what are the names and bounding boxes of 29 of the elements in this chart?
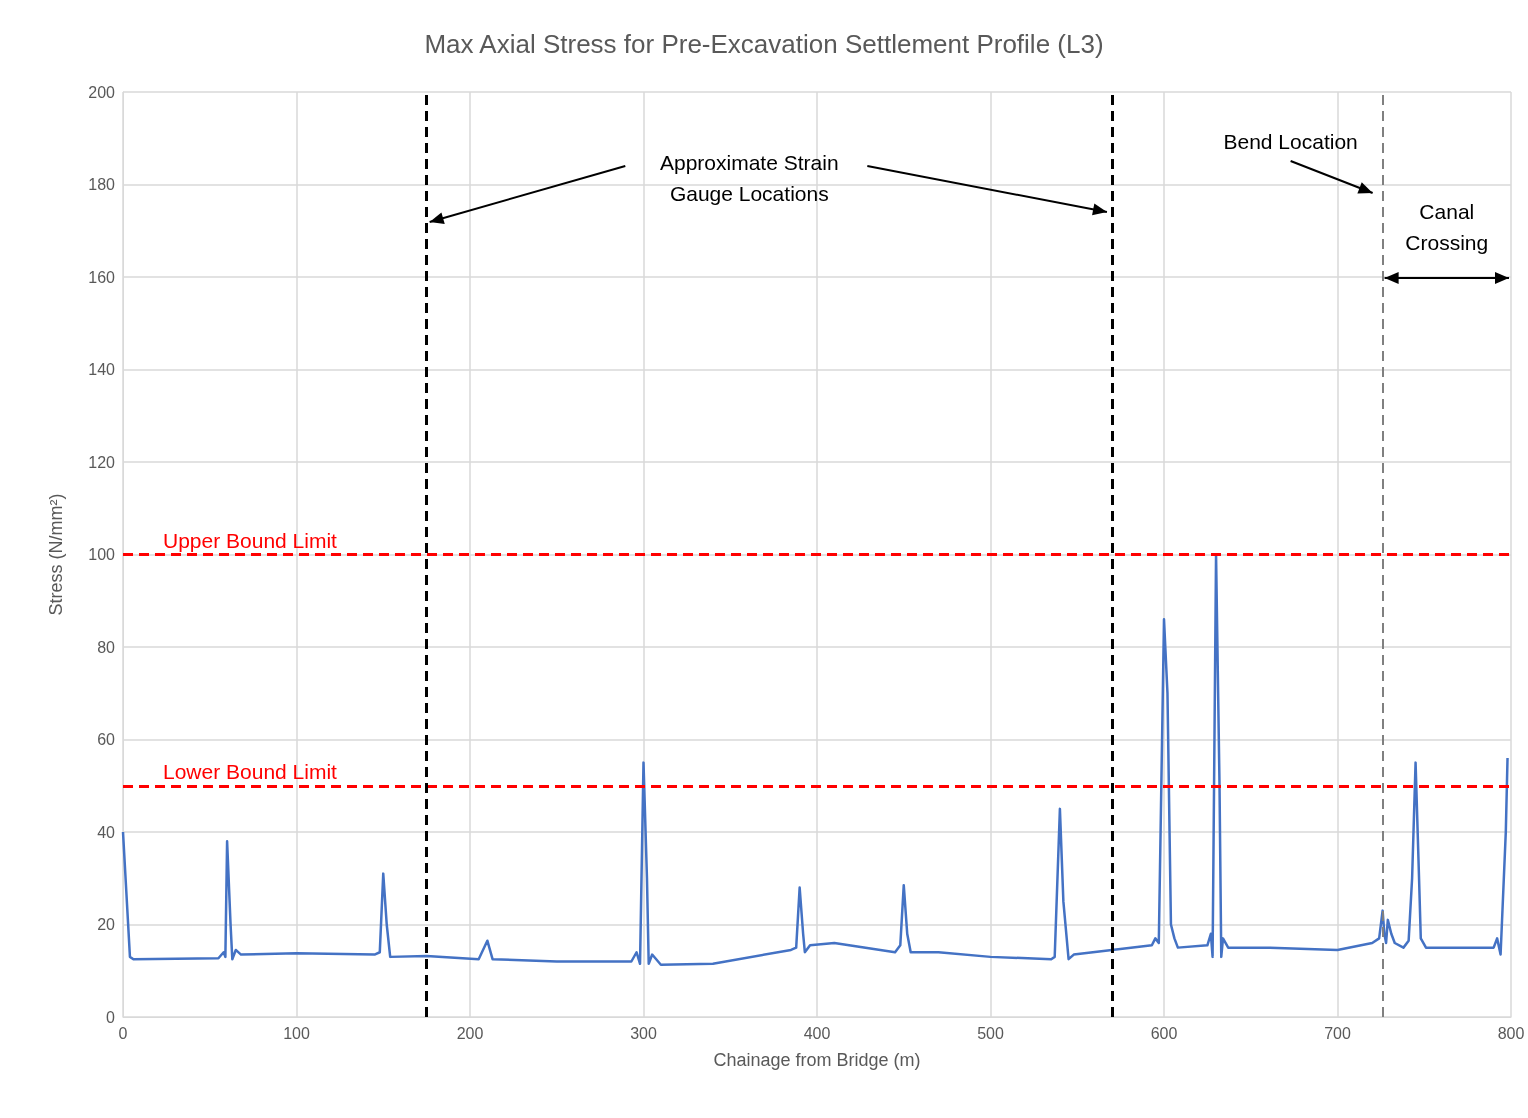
y-tick-label: 0 [106,1008,116,1026]
ref-line-label: Upper Bound Limit [163,528,338,552]
chart-title: Max Axial Stress for Pre-Excavation Settlement Profile (L3) [424,29,1104,59]
y-tick-label: 60 [97,731,116,748]
x-tick-label: 700 [1324,1024,1351,1042]
x-tick-label: 800 [1497,1024,1525,1042]
y-tick-label: 100 [88,546,116,563]
x-tick-label: 400 [803,1024,831,1042]
y-tick-label: 140 [88,361,116,378]
y-tick-label: 120 [88,453,116,471]
y-tick-label: 20 [97,916,116,933]
annotation: Approximate Strain Gauge Locations [659,151,839,205]
y-tick-label: 160 [88,268,116,286]
ref-line-label: Lower Bound Limit [163,759,338,783]
y-tick-label: 180 [88,176,116,193]
y-tick-label: 40 [97,823,116,841]
y-axis-title: Stress (N/mm²) [46,493,66,616]
x-tick-label: 100 [283,1024,310,1042]
x-tick-label: 300 [630,1024,657,1042]
y-tick-label: 200 [88,83,116,101]
annotation: Canal Crossing [1405,200,1489,254]
x-tick-label: 200 [456,1024,484,1042]
x-tick-label: 0 [118,1024,128,1042]
line-series [121,553,1509,966]
y-tick-label: 80 [97,638,116,656]
x-tick-label: 500 [977,1024,1004,1042]
x-axis-title: Chainage from Bridge (m) [713,1050,921,1070]
x-tick-label: 600 [1150,1024,1178,1042]
annotation: Bend Location [1223,129,1358,153]
